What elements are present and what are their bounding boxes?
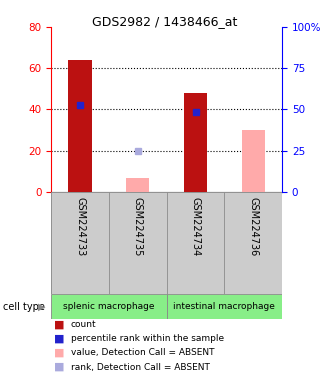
Bar [242, 130, 265, 192]
Text: splenic macrophage: splenic macrophage [63, 302, 155, 311]
Text: intestinal macrophage: intestinal macrophage [174, 302, 275, 311]
Text: ■: ■ [54, 319, 65, 329]
FancyBboxPatch shape [167, 294, 282, 319]
Text: ▶: ▶ [38, 302, 45, 312]
Text: GSM224733: GSM224733 [75, 197, 85, 257]
Bar [184, 93, 207, 192]
FancyBboxPatch shape [167, 192, 224, 294]
FancyBboxPatch shape [109, 192, 167, 294]
Text: ■: ■ [54, 362, 65, 372]
Text: value, Detection Call = ABSENT: value, Detection Call = ABSENT [71, 348, 214, 358]
Text: count: count [71, 320, 97, 329]
Bar [69, 60, 91, 192]
Text: GDS2982 / 1438466_at: GDS2982 / 1438466_at [92, 15, 238, 28]
Text: GSM224734: GSM224734 [190, 197, 201, 257]
Text: ■: ■ [54, 348, 65, 358]
Text: ■: ■ [54, 334, 65, 344]
FancyBboxPatch shape [224, 192, 282, 294]
Text: cell type: cell type [3, 302, 45, 312]
Bar [126, 177, 149, 192]
FancyBboxPatch shape [51, 192, 109, 294]
Text: percentile rank within the sample: percentile rank within the sample [71, 334, 224, 343]
FancyBboxPatch shape [51, 192, 282, 294]
FancyBboxPatch shape [51, 294, 167, 319]
Text: GSM224736: GSM224736 [248, 197, 258, 257]
Text: GSM224735: GSM224735 [133, 197, 143, 257]
Text: rank, Detection Call = ABSENT: rank, Detection Call = ABSENT [71, 362, 210, 372]
